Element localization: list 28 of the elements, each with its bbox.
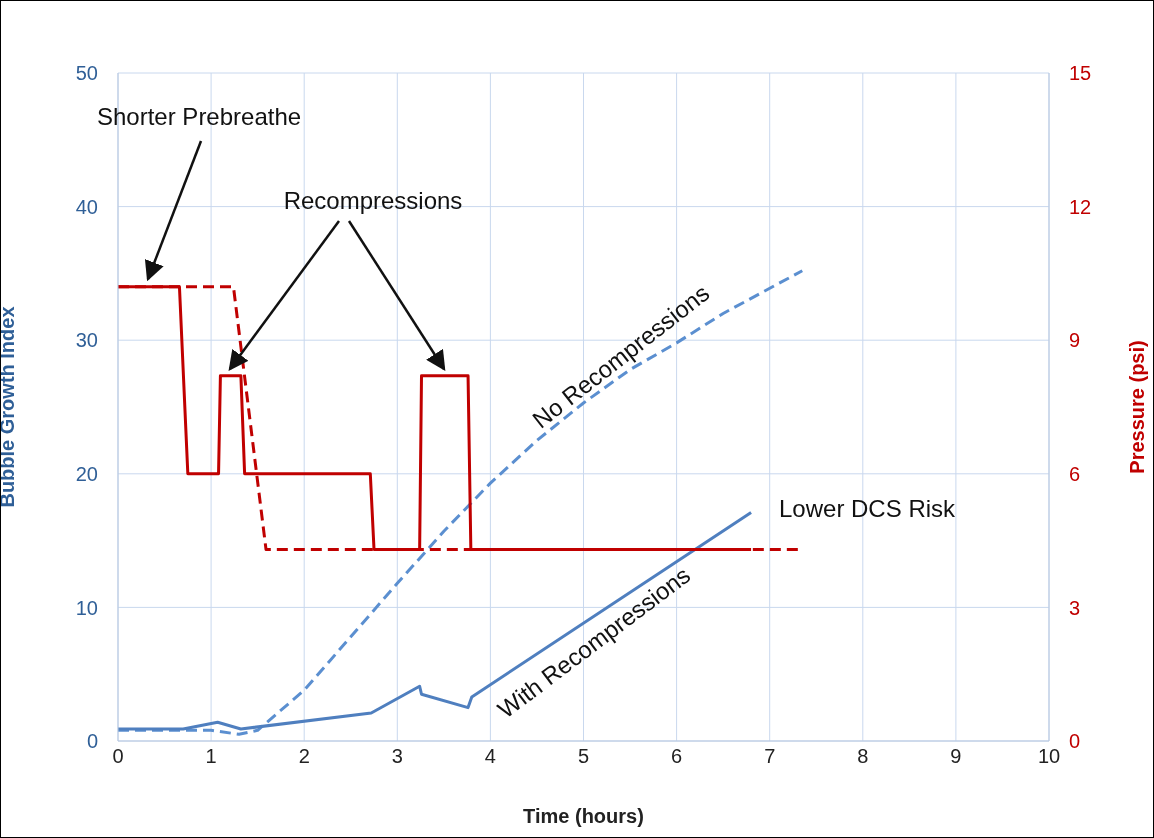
y-tick-label: 40 (75, 195, 98, 218)
x-tick-label: 3 (391, 745, 403, 768)
x-tick-label: 9 (950, 745, 962, 768)
annotation: Lower DCS Risk (779, 495, 957, 522)
y-tick-label: 0 (86, 730, 98, 753)
x-tick-label: 7 (764, 745, 776, 768)
annotation: Shorter Prebreathe (97, 103, 302, 130)
y-tick-label: 30 (75, 329, 98, 352)
x-tick-label: 8 (857, 745, 869, 768)
x-tick-label: 1 (205, 745, 217, 768)
x-tick-label: 0 (112, 745, 124, 768)
y2-tick-label: 9 (1069, 329, 1081, 352)
annotation: Recompressions (283, 187, 463, 214)
x-tick-label: 2 (298, 745, 310, 768)
y2-tick-label: 0 (1069, 730, 1081, 753)
y-tick-label: 10 (75, 596, 98, 619)
y-tick-label: 20 (75, 462, 98, 485)
y2-tick-label: 12 (1069, 195, 1092, 218)
x-tick-label: 10 (1037, 745, 1061, 768)
y2-axis-title: Pressure (psi) (1126, 340, 1149, 474)
x-tick-label: 6 (671, 745, 683, 768)
y-tick-label: 50 (75, 62, 98, 85)
x-tick-label: 5 (577, 745, 590, 768)
x-tick-label: 4 (484, 745, 496, 768)
y2-tick-label: 3 (1069, 596, 1081, 619)
y2-tick-label: 6 (1069, 462, 1081, 485)
x-axis-title: Time (hours) (523, 805, 644, 827)
y2-tick-label: 15 (1069, 62, 1092, 85)
